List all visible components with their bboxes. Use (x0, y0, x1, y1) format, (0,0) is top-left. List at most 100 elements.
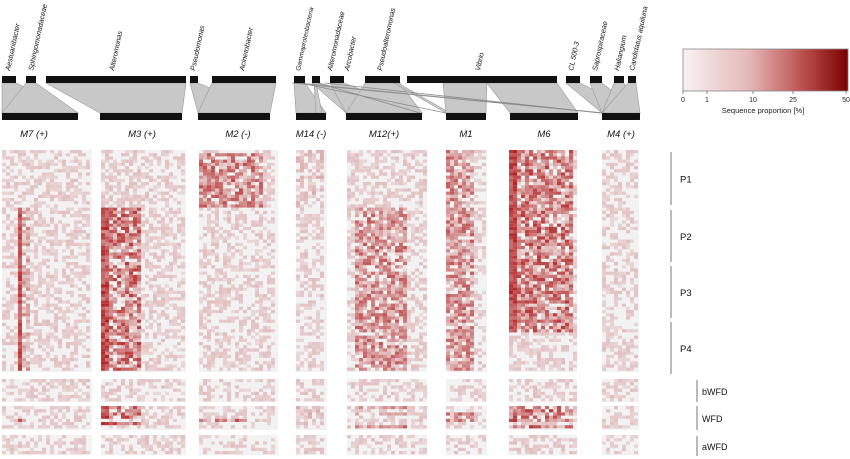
heatmap-cell (304, 271, 308, 275)
heatmap-cell (227, 258, 231, 262)
heatmap-cell (415, 217, 419, 221)
heatmap-cell (247, 395, 251, 399)
heatmap-cell (371, 345, 375, 349)
heatmap-cell (355, 230, 359, 234)
heatmap-cell (173, 242, 177, 246)
heatmap-cell (58, 409, 62, 413)
heatmap-cell (129, 418, 133, 422)
heatmap-cell (70, 191, 74, 195)
heatmap-cell (58, 297, 62, 301)
heatmap-cell (211, 388, 215, 392)
heatmap-cell (347, 382, 351, 386)
heatmap-cell (54, 210, 58, 214)
heatmap-cell (145, 326, 149, 330)
heatmap-cell (296, 354, 300, 358)
heatmap-cell (203, 194, 207, 198)
heatmap-cell (10, 198, 14, 202)
heatmap-cell (82, 316, 86, 320)
heatmap-cell (2, 354, 6, 358)
heatmap-cell (379, 210, 383, 214)
heatmap-cell (296, 451, 300, 455)
heatmap-cell (121, 278, 125, 282)
heatmap-cell (141, 412, 145, 416)
heatmap-cell (387, 382, 391, 386)
heatmap-cell (379, 348, 383, 352)
heatmap-cell (78, 191, 82, 195)
heatmap-cell (351, 300, 355, 304)
heatmap-cell (300, 294, 304, 298)
heatmap-cell (403, 217, 407, 221)
heatmap-cell (359, 382, 363, 386)
heatmap-cell (347, 303, 351, 307)
heatmap-cell (137, 409, 141, 413)
heatmap-cell (227, 367, 231, 371)
heatmap-cell (22, 223, 26, 227)
heatmap-cell (113, 398, 117, 402)
heatmap-cell (227, 342, 231, 346)
heatmap-cell (320, 175, 324, 179)
heatmap-cell (105, 322, 109, 326)
heatmap-cell (199, 182, 203, 186)
heatmap-cell (145, 175, 149, 179)
heatmap-cell (42, 175, 46, 179)
heatmap-cell (66, 316, 70, 320)
heatmap-cell (38, 210, 42, 214)
heatmap-cell (149, 162, 153, 166)
heatmap-cell (458, 153, 462, 157)
heatmap-cell (379, 220, 383, 224)
heatmap-cell (211, 425, 215, 429)
heatmap-cell (10, 204, 14, 208)
heatmap-cell (38, 358, 42, 362)
heatmap-cell (30, 342, 34, 346)
heatmap-cell (363, 166, 367, 170)
heatmap-cell (395, 233, 399, 237)
heatmap-cell (482, 150, 486, 154)
heatmap-cell (316, 441, 320, 445)
heatmap-cell (243, 319, 247, 323)
heatmap-cell (403, 367, 407, 371)
heatmap-cell (391, 233, 395, 237)
heatmap-cell (351, 316, 355, 320)
heatmap-cell (157, 358, 161, 362)
heatmap-panel (199, 150, 278, 455)
heatmap-cell (239, 265, 243, 269)
heatmap-cell (22, 354, 26, 358)
heatmap-cell (359, 204, 363, 208)
heatmap-cell (66, 306, 70, 310)
heatmap-cell (474, 178, 478, 182)
heatmap-cell (133, 185, 137, 189)
heatmap-cell (22, 382, 26, 386)
heatmap-cell (312, 262, 316, 266)
heatmap-cell (101, 278, 105, 282)
heatmap-cell (70, 214, 74, 218)
heatmap-cell (109, 194, 113, 198)
heatmap-cell (316, 268, 320, 272)
heatmap-cell (423, 447, 427, 451)
heatmap-cell (58, 310, 62, 314)
heatmap-cell (74, 262, 78, 266)
heatmap-cell (407, 297, 411, 301)
heatmap-cell (203, 182, 207, 186)
heatmap-cell (223, 382, 227, 386)
heatmap-cell (403, 335, 407, 339)
heatmap-cell (18, 322, 22, 326)
heatmap-cell (387, 406, 391, 410)
heatmap-cell (2, 388, 6, 392)
taxon-label: Pseudomonas (188, 24, 206, 71)
heatmap-cell (82, 201, 86, 205)
heatmap-cell (227, 382, 231, 386)
heatmap-cell (363, 255, 367, 259)
heatmap-cell (157, 406, 161, 410)
heatmap-cell (355, 246, 359, 250)
heatmap-cell (157, 342, 161, 346)
heatmap-cell (70, 385, 74, 389)
heatmap-cell (235, 391, 239, 395)
heatmap-cell (367, 210, 371, 214)
heatmap-cell (105, 262, 109, 266)
heatmap-cell (255, 156, 259, 160)
heatmap-cell (320, 156, 324, 160)
heatmap-cell (6, 385, 10, 389)
heatmap-cell (105, 201, 109, 205)
heatmap-cell (70, 351, 74, 355)
heatmap-cell (181, 294, 185, 298)
